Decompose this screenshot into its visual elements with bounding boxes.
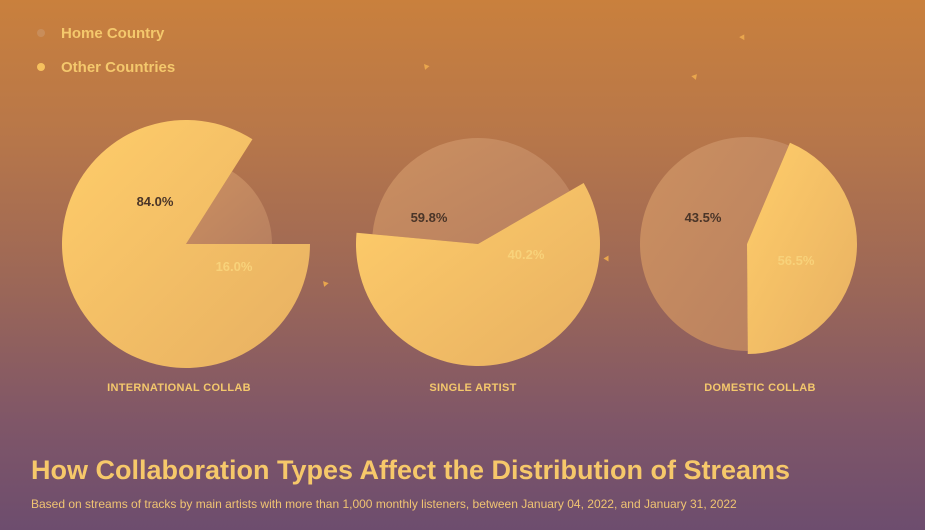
- category-label-international-collab: INTERNATIONAL COLLAB: [107, 382, 251, 394]
- pie-slice-other-countries[interactable]: [747, 142, 857, 354]
- legend-home-country-dot-icon: [37, 29, 45, 37]
- pie-international-collab: 84.0% 16.0%: [62, 119, 311, 369]
- legend-home-country-label: Home Country: [61, 24, 165, 42]
- chart-subtitle: Based on streams of tracks by main artis…: [31, 497, 737, 511]
- slice-label-other-countries: 43.5%: [685, 210, 722, 225]
- slice-label-home-country: 40.2%: [508, 247, 545, 262]
- pie-slice-home-country[interactable]: [372, 137, 570, 244]
- slice-label-other-countries: 59.8%: [411, 210, 448, 225]
- slice-label-home-country: 56.5%: [778, 253, 815, 268]
- pie-single-artist: 59.8% 40.2%: [356, 137, 600, 367]
- pie-slice-home-country[interactable]: [186, 171, 272, 244]
- slice-label-other-countries: 84.0%: [137, 194, 174, 209]
- pie-slice-other-countries[interactable]: [356, 183, 600, 367]
- legend-item-home-country[interactable]: Home Country: [37, 16, 175, 50]
- slice-label-home-country: 16.0%: [216, 259, 253, 274]
- legend-item-other-countries[interactable]: Other Countries: [37, 50, 175, 84]
- category-label-single-artist: SINGLE ARTIST: [429, 382, 517, 394]
- legend: Home Country Other Countries: [37, 16, 175, 84]
- pie-domestic-collab: 43.5% 56.5%: [640, 137, 857, 354]
- pie-slice-home-country[interactable]: [640, 137, 789, 351]
- legend-other-countries-dot-icon: [37, 63, 45, 71]
- pie-slice-other-countries[interactable]: [62, 119, 311, 369]
- chart-title: How Collaboration Types Affect the Distr…: [31, 455, 791, 485]
- legend-other-countries-label: Other Countries: [61, 58, 176, 76]
- category-label-domestic-collab: DOMESTIC COLLAB: [704, 382, 816, 394]
